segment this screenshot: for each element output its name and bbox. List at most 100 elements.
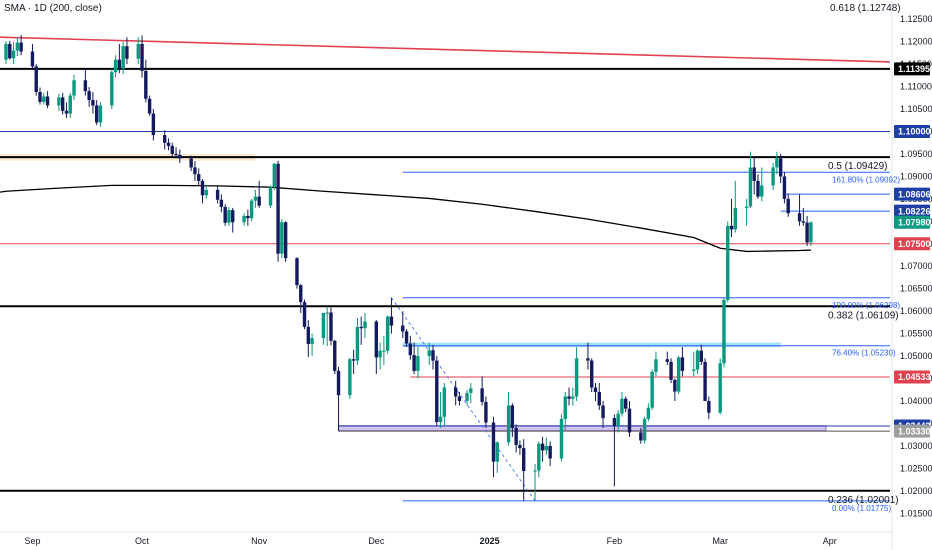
- candle-body: [147, 98, 152, 114]
- candle-body: [276, 163, 280, 254]
- price-badge-text: 1.03330: [898, 426, 931, 436]
- candle-body: [30, 51, 35, 67]
- candle-body: [805, 222, 809, 243]
- candle-body: [514, 427, 518, 445]
- price-tick-label: 1.04000: [900, 396, 932, 406]
- candle-body: [242, 215, 246, 223]
- price-tick-label: 1.07000: [900, 261, 932, 271]
- candle-body: [193, 167, 197, 175]
- candle-body: [295, 258, 299, 286]
- candle-body: [306, 326, 311, 344]
- candle-body: [117, 59, 122, 69]
- candle-body: [601, 405, 605, 419]
- candle-body: [140, 43, 144, 71]
- candle-body: [540, 443, 545, 451]
- candle-body: [506, 405, 511, 443]
- candle-body: [87, 91, 91, 101]
- candle-body: [98, 105, 103, 123]
- candle-body: [283, 222, 288, 259]
- candle-body: [495, 442, 499, 462]
- level-label: 0.5 (1.09429): [828, 161, 888, 172]
- price-tick-label: 1.03000: [900, 441, 932, 451]
- price-badge-text: 1.08226: [898, 206, 931, 216]
- candle-body: [60, 97, 65, 111]
- candle-body: [166, 142, 171, 146]
- fib-label: 76.40% (1.05230): [832, 349, 896, 358]
- price-tick-label: 1.06000: [900, 306, 932, 316]
- candle-body: [412, 355, 416, 371]
- time-tick-label: Mar: [712, 536, 728, 546]
- candle-body: [299, 285, 303, 303]
- candle-body: [321, 312, 326, 339]
- price-badge: [894, 237, 930, 251]
- candle-body: [431, 350, 435, 361]
- candle-body: [650, 371, 654, 408]
- candle-body: [797, 213, 802, 222]
- candle-body: [4, 43, 8, 60]
- price-badge: [894, 187, 930, 201]
- candle-body: [174, 153, 178, 155]
- candle-body: [574, 358, 579, 397]
- candle-body: [733, 207, 738, 230]
- candle-body: [627, 408, 632, 433]
- price-badge-text: 1.07980: [898, 217, 931, 227]
- level-label: 0.382 (1.06109): [828, 310, 899, 321]
- candle-body: [620, 398, 624, 414]
- candle-body: [707, 400, 711, 413]
- candle-body: [726, 225, 730, 300]
- level-label: 0.236 (1.02001): [828, 495, 899, 506]
- candle-body: [537, 443, 541, 471]
- candle-body: [94, 105, 99, 123]
- candle-body: [624, 398, 628, 409]
- candle-body: [246, 215, 250, 219]
- candle-body: [378, 350, 382, 358]
- candle-body: [533, 470, 537, 472]
- trendline: [0, 36, 891, 63]
- candle-body: [374, 321, 379, 358]
- candle-body: [163, 135, 167, 143]
- candle-body: [465, 392, 469, 401]
- price-badge-text: 1.04533: [898, 372, 931, 382]
- candle-body: [771, 167, 775, 186]
- candle-body: [45, 96, 50, 106]
- candle-body: [223, 206, 227, 223]
- candle-body: [612, 418, 617, 426]
- price-badge: [894, 125, 930, 139]
- candle-body: [11, 50, 16, 59]
- time-tick-label: Dec: [368, 536, 385, 546]
- candle-body: [567, 396, 571, 399]
- candle-body: [778, 158, 783, 177]
- candle-body: [593, 387, 598, 392]
- candle-body: [518, 444, 522, 449]
- candle-body: [665, 359, 669, 362]
- candle-body: [272, 163, 276, 187]
- candle-body: [453, 387, 458, 397]
- price-badge-text: 1.10000: [898, 127, 931, 137]
- price-tick-label: 1.05000: [900, 351, 932, 361]
- candle-body: [280, 222, 284, 254]
- candle-body: [571, 396, 575, 399]
- candle-body: [329, 312, 333, 341]
- candle-body: [544, 445, 549, 451]
- candle-body: [197, 174, 201, 181]
- candle-body: [404, 331, 409, 344]
- candle-body: [695, 350, 700, 370]
- candle-body: [809, 222, 813, 243]
- candle-body: [729, 225, 734, 230]
- candle-body: [189, 158, 193, 168]
- candle-body: [703, 361, 707, 401]
- candle-body: [359, 326, 363, 329]
- candle-body: [336, 370, 341, 396]
- candle-body: [676, 357, 681, 392]
- price-badge: [894, 424, 930, 438]
- candle-body: [435, 360, 439, 423]
- candle-body: [801, 221, 806, 223]
- candle-body: [563, 396, 567, 419]
- candle-body: [752, 167, 756, 181]
- candle-body: [204, 189, 208, 196]
- price-tick-label: 1.01500: [900, 508, 932, 518]
- candle-body: [427, 350, 431, 357]
- price-tick-label: 1.09500: [900, 149, 932, 159]
